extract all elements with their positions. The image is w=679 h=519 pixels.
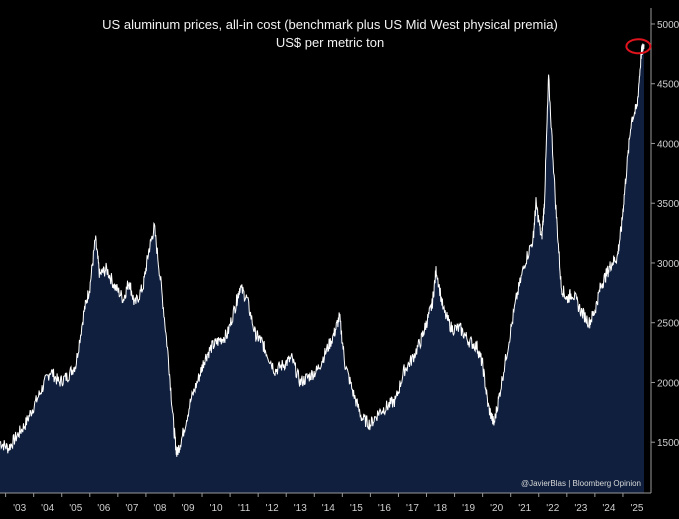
x-tick-label: '09 <box>181 503 194 514</box>
x-tick-label: '17 <box>406 503 419 514</box>
chart-title: US aluminum prices, all-in cost (benchma… <box>102 17 558 32</box>
x-tick-label: '08 <box>153 503 166 514</box>
y-tick-label: 2000 <box>657 378 679 389</box>
x-tick-label: '24 <box>602 503 615 514</box>
x-tick-label: '21 <box>518 503 531 514</box>
y-tick-label: 3000 <box>657 259 679 270</box>
x-tick-label: '11 <box>238 503 251 514</box>
y-axis: 1500 2000 2500 3000 3500 4000 4500 5000 <box>650 8 679 493</box>
x-tick-label: '15 <box>350 503 363 514</box>
x-tick-label: '25 <box>630 503 643 514</box>
x-tick-label: '19 <box>462 503 475 514</box>
x-tick-label: '05 <box>69 503 82 514</box>
x-tick-label: '14 <box>322 503 335 514</box>
y-tick-label: 4000 <box>657 139 679 150</box>
x-tick-label: '07 <box>125 503 138 514</box>
x-tick-label: '16 <box>378 503 391 514</box>
y-tick-label: 4500 <box>657 80 679 91</box>
x-tick-label: '18 <box>434 503 447 514</box>
x-tick-label: '12 <box>266 503 279 514</box>
x-tick-label: '23 <box>574 503 587 514</box>
x-tick-label: '22 <box>546 503 559 514</box>
price-series-line <box>0 43 645 457</box>
y-tick-label: 3500 <box>657 199 679 210</box>
x-tick-label: '03 <box>13 503 26 514</box>
chart-subtitle: US$ per metric ton <box>275 35 385 50</box>
x-tick-label: '06 <box>97 503 110 514</box>
y-tick-label: 1500 <box>657 438 679 449</box>
source-credit: @JavierBlas | Bloomberg Opinion <box>521 479 641 488</box>
y-tick-label: 2500 <box>657 319 679 330</box>
y-tick-label: 5000 <box>657 20 679 31</box>
x-tick-label: '10 <box>210 503 223 514</box>
x-axis: '03 '04 '05 '06 '07 '08 '09 '10 '11 '12 '13 '14 '15 '… <box>0 492 651 514</box>
highlight-circle-annotation <box>625 38 652 55</box>
x-tick-label: '20 <box>490 503 503 514</box>
x-tick-label: '13 <box>294 503 307 514</box>
x-tick-label: '04 <box>41 503 54 514</box>
price-area-fill <box>0 43 644 493</box>
